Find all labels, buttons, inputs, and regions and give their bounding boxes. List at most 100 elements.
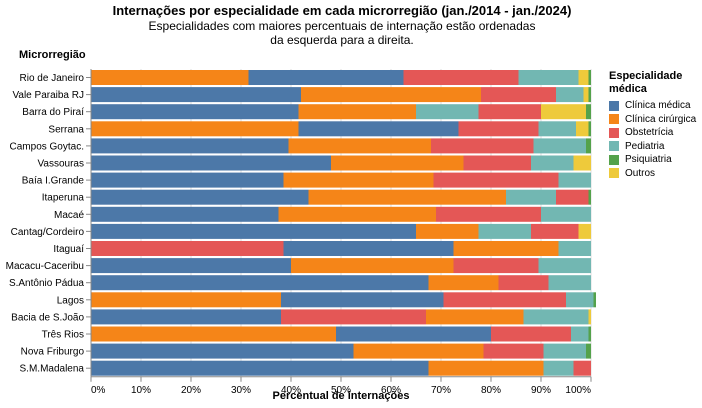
bar-segment-clinica-medica xyxy=(298,121,459,137)
x-tick-label: 100% xyxy=(565,385,591,396)
bar-segment-pediatria xyxy=(416,104,479,120)
x-tick-label: 40% xyxy=(281,385,301,396)
bar-segment-obstetricia xyxy=(281,309,426,325)
bar-segment-obstetricia xyxy=(403,70,519,85)
bar-segment-clinica-cirurgica xyxy=(291,258,454,274)
bar-segment-obstetricia xyxy=(431,138,534,154)
legend-item-clinica-cirurgica: Clínica cirúrgica xyxy=(609,113,699,127)
bar-segment-outros xyxy=(573,155,591,171)
bar-segment-clinica-medica xyxy=(336,326,491,342)
y-tick-label: S.Antônio Pádua xyxy=(9,278,84,289)
bar-segment-pediatria xyxy=(538,258,591,274)
bar-segment-clinica-cirurgica xyxy=(416,223,479,239)
y-tick-label: Itaguaí xyxy=(53,244,84,255)
bar-segment-pediatria xyxy=(523,309,589,325)
bar-segment-outros xyxy=(583,87,589,103)
bar-segment-obstetricia xyxy=(463,155,531,171)
bar-segment-obstetricia xyxy=(458,121,539,137)
bar-segment-clinica-cirurgica xyxy=(298,104,416,120)
bar-segment-clinica-cirurgica xyxy=(301,87,481,103)
bar-segment-pediatria xyxy=(556,87,584,103)
bar-segment-pediatria xyxy=(548,275,591,291)
legend-swatch xyxy=(609,168,619,179)
bar-segment-clinica-medica xyxy=(281,292,444,308)
legend-swatch xyxy=(609,127,619,138)
y-tick-label: S.M.Madalena xyxy=(20,364,85,375)
legend-swatch xyxy=(609,114,619,125)
legend-swatch xyxy=(609,141,619,152)
x-tick-label: 60% xyxy=(381,385,401,396)
legend: Especialidade médica Clínica médica Clíni… xyxy=(609,70,699,180)
bar-segment-pediatria xyxy=(518,70,579,85)
x-tick-label: 30% xyxy=(231,385,251,396)
bar-segment-psiquiatria xyxy=(588,70,591,85)
bar-segment-clinica-medica xyxy=(91,343,354,359)
bar-segment-pediatria xyxy=(566,292,594,308)
bar-segment-clinica-medica xyxy=(91,309,281,325)
y-tick-label: Macaé xyxy=(54,210,84,221)
bar-segment-clinica-cirurgica xyxy=(353,343,484,359)
bar-segment-pediatria xyxy=(558,172,591,188)
bar-segment-clinica-medica xyxy=(91,258,291,274)
bar-segment-obstetricia xyxy=(453,258,539,274)
bar-segment-psiquiatria xyxy=(586,138,591,154)
chart-subtitle: Especialidades com maiores percentuais d… xyxy=(0,19,684,47)
bar-segment-clinica-medica xyxy=(283,241,454,256)
y-tick-label: Baía I.Grande xyxy=(22,176,85,187)
bar-segment-outros xyxy=(541,104,586,120)
bar-segment-outros xyxy=(578,70,589,85)
bar-segment-pediatria xyxy=(531,155,574,171)
legend-title: Especialidade médica xyxy=(609,70,683,95)
bar-segment-obstetricia xyxy=(91,241,284,256)
legend-label: Pediatria xyxy=(625,140,665,152)
bar-segment-clinica-medica xyxy=(91,155,331,171)
bar-segment-clinica-cirurgica xyxy=(91,326,336,342)
bar-segment-clinica-cirurgica xyxy=(426,309,524,325)
x-tick-label: 70% xyxy=(431,385,451,396)
legend-item-pediatria: Pediatria xyxy=(609,140,699,154)
legend-label: Clínica médica xyxy=(625,100,691,112)
y-tick-label: Bacia de S.João xyxy=(11,312,84,323)
bar-segment-outros xyxy=(576,121,589,137)
x-tick-label: 10% xyxy=(131,385,151,396)
bar-segment-pediatria xyxy=(543,360,574,376)
legend-label: Psiquiatria xyxy=(625,154,672,166)
bar-segment-obstetricia xyxy=(436,206,541,222)
bar-segment-clinica-cirurgica xyxy=(308,189,506,205)
bar-segment-clinica-medica xyxy=(248,70,404,85)
bar-segment-obstetricia xyxy=(491,326,571,342)
bar-segment-clinica-cirurgica xyxy=(428,360,544,376)
bar-segment-clinica-medica xyxy=(91,104,299,120)
bar-segment-obstetricia xyxy=(478,104,541,120)
bar-segment-obstetricia xyxy=(433,172,559,188)
x-tick-label: 90% xyxy=(531,385,551,396)
legend-label: Outros xyxy=(625,167,656,179)
bar-segment-clinica-cirurgica xyxy=(278,206,436,222)
bar-segment-clinica-cirurgica xyxy=(428,275,499,291)
bar-segment-obstetricia xyxy=(556,189,589,205)
y-tick-label: Barra do Piraí xyxy=(22,107,84,118)
bar-segment-pediatria xyxy=(543,343,586,359)
bar-segment-psiquiatria xyxy=(588,121,591,137)
x-axis-title: Percentual de internações xyxy=(272,390,410,402)
x-tick-label: 50% xyxy=(331,385,351,396)
legend-label: Clínica cirúrgica xyxy=(625,113,697,125)
chart-title: Internações por especialidade em cada mi… xyxy=(112,3,572,18)
bar-segment-clinica-cirurgica xyxy=(288,138,431,154)
y-tick-label: Lagos xyxy=(57,295,84,306)
chart-subtitle-line-1: Especialidades com maiores percentuais d… xyxy=(148,19,536,33)
y-tick-label: Três Rios xyxy=(42,330,84,341)
bar-segment-pediatria xyxy=(538,121,576,137)
y-tick-label: Cantag/Cordeiro xyxy=(11,227,85,238)
bar-segment-obstetricia xyxy=(498,275,549,291)
bar-segment-clinica-medica xyxy=(91,87,301,103)
bar-segment-outros xyxy=(578,223,591,239)
y-tick-label: Vale Paraiba RJ xyxy=(12,90,84,101)
bar-segment-clinica-cirurgica xyxy=(331,155,464,171)
bar-segment-psiquiatria xyxy=(586,343,591,359)
bar-segment-pediatria xyxy=(478,223,531,239)
bar-segment-clinica-medica xyxy=(91,206,279,222)
bar-segment-obstetricia xyxy=(481,87,556,103)
